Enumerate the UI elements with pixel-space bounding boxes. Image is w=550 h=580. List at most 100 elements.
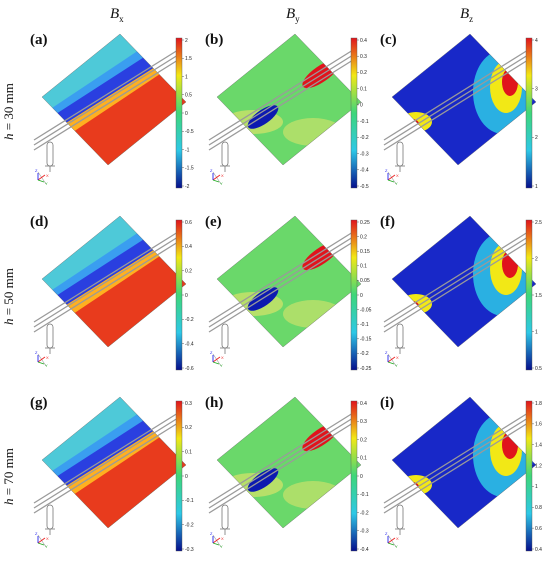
panel-label: (c) (380, 32, 397, 48)
svg-text:Y: Y (395, 363, 398, 368)
svg-text:Z: Z (210, 168, 213, 173)
colorbar-tick-label: -0.5 (360, 184, 369, 190)
colorbar-tick-label: 0.2 (360, 437, 367, 443)
axis-triad-icon: XY Z (210, 350, 224, 368)
colorbar (350, 37, 358, 189)
colorbar-tick-label: -0.1 (360, 492, 369, 498)
colorbar-tick-label: 0.6 (535, 526, 542, 532)
field-map-svg: XY Z 2.5 2 1.5 1 0.5 (383, 215, 542, 372)
conductor-lines (33, 231, 179, 333)
colorbar-tick-label: -0.2 (360, 351, 369, 357)
colorbar-tick-label: 0.4 (185, 244, 192, 250)
colorbar-tick-label: 0.3 (360, 419, 367, 425)
colorbar-tick-label: 0 (360, 293, 363, 299)
plate-outline (216, 396, 362, 529)
plate-outline (41, 396, 187, 529)
colorbar-tick-label: 2 (535, 256, 538, 262)
svg-text:Z: Z (385, 350, 388, 355)
sensor-probe-icon (45, 504, 55, 535)
field-panel-c: X Y Z 4 3 2 1 (c) (378, 32, 550, 212)
field-panel-h: X Y Z 0.4 0.3 0.2 0.1 0 -0.1 -0.2 -0.3 -0.4 (h) (203, 395, 383, 575)
row-label-h70: h = 70 mm (1, 448, 16, 505)
plate-surface (392, 397, 536, 528)
colorbar (175, 219, 183, 371)
field-map-svg: XY Z 0.3 0.2 0.1 0 -0.1 -0.2 -0.3 (33, 396, 194, 553)
colorbar-tick-label: 0.1 (185, 449, 192, 455)
colorbar (175, 37, 183, 189)
colorbar-tick-label: 0.1 (360, 264, 367, 270)
colorbar-tick-label: 0.2 (360, 234, 367, 240)
plate-outline (391, 215, 537, 348)
sensor-probe-icon (45, 323, 55, 354)
field-map-svg: XY Z 0.25 0.2 0.15 0.1 0.05 0 -0.05 -0.1 -0.15 -0.2… (208, 215, 372, 372)
conductor-lines (383, 49, 529, 151)
svg-text:Z: Z (210, 350, 213, 355)
colorbar-tick-label: 1.6 (535, 422, 542, 428)
row-label-h50: h = 50 mm (1, 268, 16, 325)
sensor-probe-icon (220, 323, 230, 354)
svg-text:Z: Z (385, 168, 388, 173)
axis-triad-icon: XY Z (35, 531, 49, 549)
colorbar-tick-label: -0.5 (185, 129, 194, 135)
colorbar-tick-label: 0.2 (360, 70, 367, 76)
colorbar-tick-label: 3 (535, 86, 538, 92)
svg-text:X: X (396, 536, 399, 541)
sensor-probe-icon (220, 141, 230, 172)
svg-text:Z: Z (35, 168, 38, 173)
panel-label: (e) (205, 214, 222, 230)
column-header-bx: Bx (110, 6, 124, 24)
svg-text:Y: Y (45, 363, 48, 368)
colorbar-tick-label: 0 (185, 293, 188, 299)
field-map-svg: XY Z 0.4 0.3 0.2 0.1 0 -0.1 -0.2 -0.3 -0.4 (208, 396, 369, 553)
colorbar-tick-label: 0 (360, 103, 363, 109)
colorbar-tick-label: 2 (535, 135, 538, 141)
colorbar-tick-label: -0.1 (360, 322, 369, 328)
svg-text:Y: Y (45, 544, 48, 549)
axis-triad-icon: XY Z (35, 350, 49, 368)
colorbar-tick-label: -0.3 (360, 151, 369, 157)
panel-label: (b) (205, 32, 224, 48)
colorbar-tick-label: -0.15 (360, 337, 372, 343)
colorbar-tick-label: 0.2 (185, 425, 192, 431)
plate-outline (41, 33, 187, 166)
sensor-probe-icon (220, 504, 230, 535)
colorbar-tick-label: -0.2 (360, 510, 369, 516)
colorbar-tick-label: 0.2 (185, 268, 192, 274)
colorbar-tick-label: 2 (185, 38, 188, 44)
field-map-svg: XY Z 4 3 2 1 (383, 33, 538, 190)
sensor-probe-icon (45, 141, 55, 172)
colorbar-tick-label: 0.3 (360, 54, 367, 60)
colorbar-tick-label: 1.5 (185, 56, 192, 62)
colorbar-tick-label: -1 (185, 147, 190, 153)
colorbar-tick-label: 1 (185, 74, 188, 80)
colorbar-tick-label: -2 (185, 184, 190, 190)
colorbar-tick-label: -0.4 (360, 547, 369, 553)
sensor-probe-icon (395, 504, 405, 535)
field-panel-g: X Y Z 0.3 0.2 0.1 0 -0.1 -0.2 -0.3 (g) (28, 395, 208, 575)
colorbar (350, 219, 358, 371)
axis-triad-icon: XY Z (210, 168, 224, 186)
colorbar-tick-label: 0.1 (360, 86, 367, 92)
field-panel-e: X Y Z 0.25 0.2 0.15 0.1 0.05 0 -0.05 -0.1 -0.15 -0.2… (203, 214, 383, 394)
panel-label: (d) (30, 214, 49, 230)
svg-text:Z: Z (210, 531, 213, 536)
colorbar-tick-label: 4 (535, 38, 538, 44)
colorbar-tick-label: -0.1 (360, 119, 369, 125)
svg-text:Y: Y (395, 181, 398, 186)
colorbar-tick-label: 0.4 (360, 38, 367, 44)
svg-text:Z: Z (385, 531, 388, 536)
colorbar-tick-label: 0 (185, 111, 188, 117)
row-label-h30: h = 30 mm (1, 83, 16, 140)
colorbar-tick-label: 1.5 (535, 293, 542, 299)
colorbar-tick-label: 0.5 (535, 366, 542, 372)
colorbar (350, 400, 358, 552)
sensor-probe-icon (395, 323, 405, 354)
colorbar-tick-label: 1.4 (535, 443, 542, 449)
svg-text:X: X (396, 173, 399, 178)
plate-outline (216, 215, 362, 348)
colorbar-tick-label: -0.6 (185, 366, 194, 372)
field-panel-f: X Y Z 2.5 2 1.5 1 0.5 (f) (378, 214, 550, 394)
colorbar-tick-label: -0.3 (185, 547, 194, 553)
colorbar (525, 400, 533, 552)
colorbar-tick-label: 0.25 (360, 220, 370, 226)
